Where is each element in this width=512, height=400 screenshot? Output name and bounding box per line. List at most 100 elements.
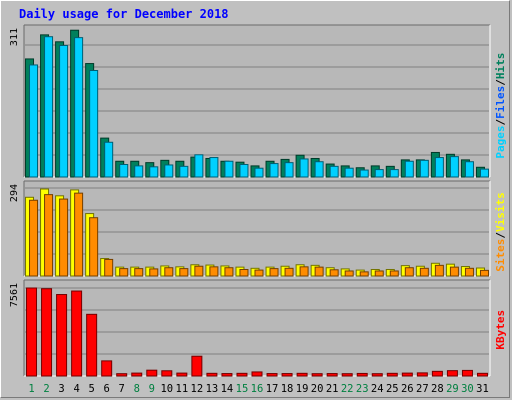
bar-kbytes-day-24: [371, 373, 383, 377]
axis-title-hits: Pages/Files/Hits: [494, 53, 507, 159]
bar-kbytes-day-2: [41, 288, 53, 377]
bar-kbytes-day-14: [221, 373, 233, 377]
bar-sites-day-29: [449, 266, 459, 277]
bar-pages-day-28: [434, 157, 444, 178]
bar-kbytes-day-8: [131, 372, 143, 377]
x-label-day-10: 10: [160, 383, 173, 395]
bar-pages-day-27: [419, 159, 429, 178]
bar-kbytes-day-22: [341, 373, 353, 377]
bar-kbytes-day-13: [206, 372, 218, 377]
x-label-day-5: 5: [88, 383, 94, 395]
bar-pages-day-16: [254, 167, 264, 178]
x-label-day-4: 4: [73, 383, 79, 395]
bar-pages-day-10: [164, 164, 174, 178]
axis-title-part: Files: [494, 86, 507, 119]
axis-title-part: /: [494, 118, 507, 125]
bar-pages-day-23: [359, 169, 369, 178]
bar-kbytes-day-1: [26, 287, 38, 377]
bar-pages-day-2: [44, 36, 54, 178]
bar-pages-day-30: [464, 161, 474, 178]
bar-pages-day-24: [374, 169, 384, 178]
bar-kbytes-day-19: [296, 372, 308, 377]
bar-pages-day-4: [74, 37, 84, 178]
bar-pages-day-26: [404, 160, 414, 178]
y-max-label-hits: 311: [9, 28, 20, 46]
bar-pages-day-31: [479, 168, 489, 178]
x-label-day-1: 1: [28, 383, 34, 395]
bar-sites-day-10: [164, 267, 174, 277]
bar-pages-day-25: [389, 169, 399, 178]
bar-kbytes-day-6: [101, 360, 113, 377]
bar-sites-day-9: [149, 268, 159, 277]
axis-title-part: Pages: [494, 125, 507, 158]
bar-sites-day-15: [239, 268, 249, 277]
bar-kbytes-day-17: [266, 373, 278, 377]
bar-kbytes-day-9: [146, 369, 158, 377]
bar-sites-day-16: [254, 269, 264, 277]
bar-kbytes-day-18: [281, 373, 293, 377]
x-label-day-29: 29: [446, 383, 459, 395]
bar-kbytes-day-21: [326, 373, 338, 377]
bar-pages-day-17: [269, 163, 279, 178]
bar-sites-day-27: [419, 267, 429, 277]
x-label-day-15: 15: [236, 383, 249, 395]
bar-sites-day-28: [434, 264, 444, 277]
bar-kbytes-day-30: [461, 369, 473, 377]
bar-pages-day-22: [344, 167, 354, 178]
bar-sites-day-13: [209, 266, 219, 277]
x-label-day-3: 3: [58, 383, 64, 395]
x-label-day-6: 6: [104, 383, 110, 395]
bar-sites-day-11: [179, 268, 189, 277]
plot-area-kbytes: [24, 280, 490, 376]
bar-pages-day-15: [239, 163, 249, 178]
x-label-day-20: 20: [311, 383, 324, 395]
bar-pages-day-29: [449, 156, 459, 178]
bar-sites-day-5: [89, 217, 99, 277]
bar-pages-day-5: [89, 70, 99, 178]
bar-sites-day-20: [314, 266, 324, 277]
bar-sites-day-17: [269, 268, 279, 277]
bar-sites-day-12: [194, 265, 204, 277]
axis-title-part: Sites: [494, 239, 507, 272]
x-label-day-23: 23: [356, 383, 369, 395]
x-label-day-30: 30: [461, 383, 474, 395]
bar-kbytes-day-3: [56, 294, 68, 377]
bar-kbytes-day-5: [86, 313, 98, 377]
axis-title-part: /: [494, 232, 507, 239]
x-label-day-7: 7: [119, 383, 125, 395]
bar-pages-day-9: [149, 166, 159, 178]
bar-sites-day-8: [134, 268, 144, 277]
bar-sites-day-21: [329, 269, 339, 277]
bar-pages-day-13: [209, 157, 219, 178]
x-label-day-22: 22: [341, 383, 354, 395]
axis-title-part: KBytes: [494, 310, 507, 350]
bar-kbytes-day-12: [191, 355, 203, 377]
x-label-day-8: 8: [134, 383, 140, 395]
x-label-day-12: 12: [191, 383, 204, 395]
bar-kbytes-day-15: [236, 372, 248, 377]
bar-sites-day-3: [59, 198, 69, 277]
x-label-day-18: 18: [281, 383, 294, 395]
x-label-day-28: 28: [431, 383, 444, 395]
bar-sites-day-23: [359, 271, 369, 277]
bar-kbytes-day-29: [446, 370, 458, 377]
bar-pages-day-11: [179, 165, 189, 178]
axis-title-part: /: [494, 79, 507, 86]
axis-title-kbytes: KBytes: [494, 310, 507, 350]
x-label-day-24: 24: [371, 383, 384, 395]
bar-kbytes-day-11: [176, 372, 188, 377]
bar-pages-day-21: [329, 165, 339, 178]
bar-sites-day-7: [119, 268, 129, 277]
x-label-day-9: 9: [149, 383, 155, 395]
bar-kbytes-day-23: [356, 372, 368, 377]
bar-pages-day-14: [224, 160, 234, 178]
bar-sites-day-26: [404, 267, 414, 277]
bar-kbytes-day-31: [476, 372, 488, 377]
x-label-day-21: 21: [326, 383, 339, 395]
bar-pages-day-20: [314, 161, 324, 178]
x-label-day-16: 16: [251, 383, 264, 395]
bar-kbytes-day-4: [71, 290, 83, 377]
bar-pages-day-8: [134, 165, 144, 178]
bar-sites-day-18: [284, 267, 294, 277]
